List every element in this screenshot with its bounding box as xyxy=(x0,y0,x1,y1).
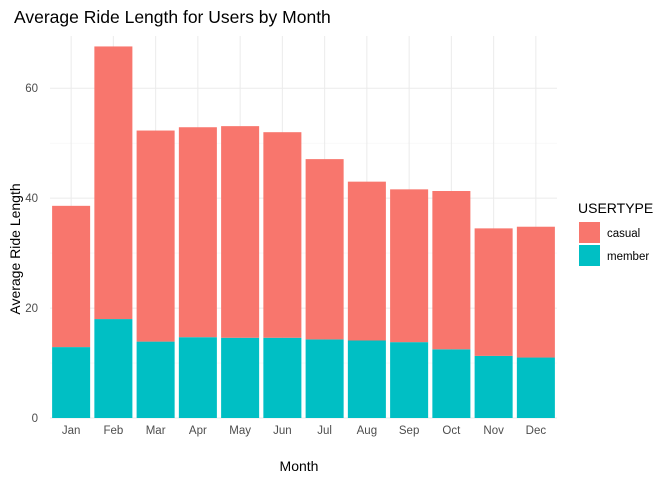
y-axis-title: Average Ride Length xyxy=(7,183,23,314)
bar-casual-jun xyxy=(263,132,302,338)
x-tick-label: Feb xyxy=(103,425,123,437)
bar-casual-feb xyxy=(94,46,133,320)
x-tick-label: Oct xyxy=(442,425,461,437)
bar-casual-oct xyxy=(432,190,471,350)
legend-key-casual xyxy=(579,222,600,243)
x-tick-label: Jan xyxy=(62,425,81,437)
chart-title: Average Ride Length for Users by Month xyxy=(14,7,331,27)
x-tick-label: Dec xyxy=(526,425,547,437)
legend-title: USERTYPE xyxy=(578,200,653,216)
bar-member-mar xyxy=(136,341,175,418)
y-tick-label: 20 xyxy=(25,303,38,315)
legend-key-member xyxy=(579,245,600,266)
bar-member-oct xyxy=(432,349,471,418)
bars xyxy=(52,46,555,418)
bar-member-jun xyxy=(263,337,302,418)
x-tick-label: May xyxy=(229,425,251,437)
bar-member-may xyxy=(221,337,260,418)
x-tick-label: Mar xyxy=(146,425,166,437)
bar-casual-mar xyxy=(136,130,175,342)
x-tick-label: Sep xyxy=(399,425,419,437)
bar-member-apr xyxy=(178,337,217,418)
y-tick-label: 40 xyxy=(25,193,38,205)
bar-casual-aug xyxy=(347,181,386,341)
legend: USERTYPE casual member xyxy=(578,200,653,266)
legend-label-casual: casual xyxy=(607,228,640,240)
y-tick-label: 60 xyxy=(25,83,38,95)
bar-casual-nov xyxy=(474,228,513,356)
bar-member-nov xyxy=(474,355,513,418)
bar-casual-sep xyxy=(390,189,429,343)
bar-member-feb xyxy=(94,319,133,418)
bar-member-sep xyxy=(390,342,429,418)
x-tick-label: Nov xyxy=(483,425,504,437)
y-axis-ticks: 0 20 40 60 xyxy=(25,83,38,425)
bar-member-jul xyxy=(305,339,344,418)
legend-label-member: member xyxy=(607,251,649,263)
bar-casual-dec xyxy=(516,226,555,358)
bar-casual-jan xyxy=(52,205,91,348)
x-axis-ticks: Jan Feb Mar Apr May Jun Jul Aug Sep Oct Nov Dec xyxy=(62,425,546,437)
x-tick-label: Apr xyxy=(189,425,207,437)
bar-member-aug xyxy=(347,340,386,418)
y-tick-label: 0 xyxy=(32,413,38,425)
x-axis-title: Month xyxy=(280,458,319,474)
x-tick-label: Jul xyxy=(317,425,332,437)
bar-member-dec xyxy=(516,357,555,418)
bar-casual-apr xyxy=(178,127,217,338)
x-tick-label: Aug xyxy=(357,425,377,437)
x-tick-label: Jun xyxy=(273,425,292,437)
bar-casual-may xyxy=(221,126,260,338)
bar-casual-jul xyxy=(305,159,344,340)
bar-member-jan xyxy=(52,347,91,418)
